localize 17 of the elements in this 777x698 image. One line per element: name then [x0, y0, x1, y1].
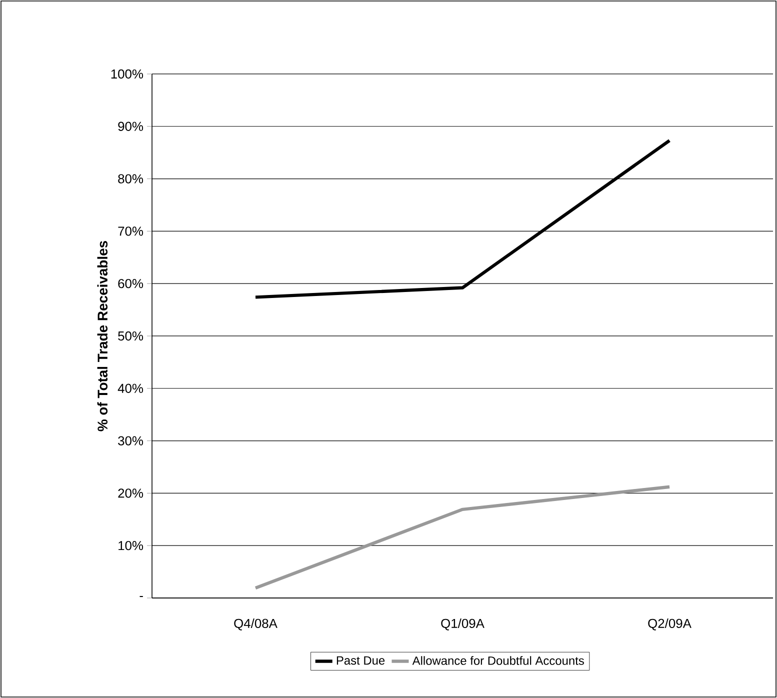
y-tick-label: 60%: [118, 278, 144, 288]
y-tick-label: 80%: [118, 174, 144, 184]
legend-label: Allowance for Doubtful Accounts: [412, 656, 584, 665]
y-tick-label: 70%: [118, 226, 144, 236]
y-axis-title: % of Total Trade Receivables: [97, 240, 108, 432]
y-tick-label: 50%: [118, 331, 144, 341]
y-tick-label: 20%: [118, 488, 144, 498]
y-tick-label: 100%: [111, 69, 144, 79]
y-tick-label: 10%: [118, 540, 144, 550]
y-tick-label: 40%: [118, 384, 144, 393]
y-tick-label: 30%: [118, 436, 144, 446]
y-tick-label: -: [140, 596, 143, 598]
legend-label: Past Due: [336, 656, 385, 665]
x-tick-label: Q1/09A: [441, 618, 484, 630]
x-tick-label: Q2/09A: [648, 618, 692, 630]
y-tick-label: 90%: [118, 122, 144, 131]
x-tick-label: Q4/08A: [234, 618, 278, 630]
